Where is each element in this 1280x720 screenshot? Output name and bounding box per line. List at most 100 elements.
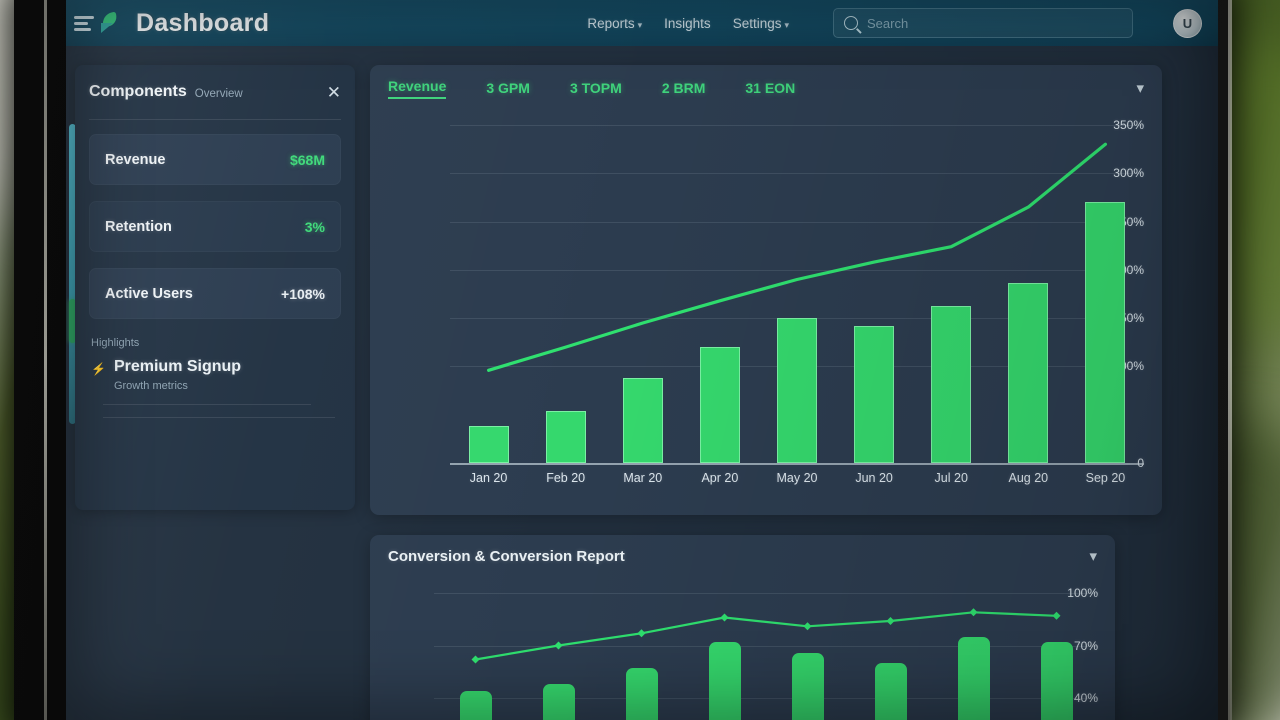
y-axis-tick-label: 100% xyxy=(1067,586,1098,600)
chart-line-overlay xyxy=(487,142,1107,372)
chart-bar xyxy=(699,347,740,463)
x-axis-tick-label: Apr 20 xyxy=(701,471,739,485)
search-placeholder: Search xyxy=(867,15,909,31)
gridline xyxy=(434,593,1098,594)
sidebar-feature-title: Premium Signup xyxy=(113,358,242,375)
search-input[interactable]: Search xyxy=(833,8,1133,38)
chevron-down-icon[interactable]: ▾ xyxy=(1089,548,1097,565)
nav-item-settings[interactable]: Settings ▾ xyxy=(733,16,789,31)
list-item[interactable]: Retention 3% xyxy=(89,201,341,252)
sidebar-feature-item[interactable]: ⚡ Premium Signup Growth metrics xyxy=(75,349,355,392)
list-item-value: 3% xyxy=(304,218,325,235)
lower-card-title: Conversion & Conversion Report xyxy=(388,547,625,565)
nav-item-insights[interactable]: Insights xyxy=(664,16,711,31)
page-title: Dashboard xyxy=(136,8,270,37)
scrollbar-track[interactable] xyxy=(69,124,76,424)
list-item-value: +108% xyxy=(281,285,325,302)
search-icon xyxy=(844,16,858,30)
chart-bar xyxy=(545,410,586,463)
bezel-edge-highlight xyxy=(1228,0,1232,720)
nav-item-label: Reports xyxy=(587,15,635,31)
tab-gpm[interactable]: 3 GPM xyxy=(486,80,530,96)
gridline xyxy=(450,221,1144,223)
chart-bar xyxy=(1040,642,1073,720)
chart-bar xyxy=(1008,283,1049,463)
nav-item-label: Settings xyxy=(732,15,782,31)
chevron-down-icon: ▾ xyxy=(784,19,789,30)
main-chart-card: Revenue 3 GPM 3 TOPM 2 BRM 31 EON ▾ 350%… xyxy=(370,65,1162,515)
list-item[interactable]: Revenue $68M xyxy=(89,134,341,185)
tab-brm[interactable]: 2 BRM xyxy=(661,80,706,96)
bolt-icon: ⚡ xyxy=(91,362,106,376)
divider xyxy=(103,404,311,405)
sidebar-section-label: Highlights xyxy=(91,337,140,349)
x-axis-tick-label: May 20 xyxy=(776,471,818,485)
sidebar-title: Components xyxy=(89,83,187,100)
gridline xyxy=(450,269,1144,271)
y-axis-tick-label: 40% xyxy=(1073,691,1098,705)
x-axis-tick-label: Aug 20 xyxy=(1008,471,1049,485)
list-item-label: Revenue xyxy=(105,151,166,168)
sidebar-subtitle: Overview xyxy=(194,87,243,100)
chart-bar xyxy=(1085,202,1126,463)
chart-bar xyxy=(622,378,663,463)
x-axis-tick-label: Jul 20 xyxy=(934,471,968,485)
content-area: Components Overview ✕ Revenue $68M Reten… xyxy=(66,46,1218,720)
header-nav: Reports ▾ Insights Settings ▾ Search U xyxy=(587,8,1218,38)
chart-bar xyxy=(468,426,509,463)
chevron-down-icon: ▾ xyxy=(637,19,643,30)
chart-tabs: Revenue 3 GPM 3 TOPM 2 BRM 31 EON ▾ xyxy=(370,65,1162,111)
chart-bar xyxy=(854,325,895,463)
y-axis-tick-label: 70% xyxy=(1073,638,1098,653)
app-header: Dashboard Reports ▾ Insights Settings ▾ Se… xyxy=(66,0,1218,46)
close-icon[interactable]: ✕ xyxy=(326,82,341,102)
tab-eon[interactable]: 31 EON xyxy=(745,80,796,96)
x-axis-tick-label: Jun 20 xyxy=(855,471,893,485)
sidebar-list: Revenue $68M Retention 3% Active Users +… xyxy=(75,120,355,319)
x-axis-tick-label: Mar 20 xyxy=(623,471,663,485)
leaf-logo-icon xyxy=(100,11,120,34)
chart-bar xyxy=(459,691,492,720)
y-axis-tick-label: 350% xyxy=(1113,118,1144,132)
sidebar-feature-subtitle: Growth metrics xyxy=(113,380,188,392)
lower-combo-chart: 100% 70% 40% xyxy=(388,583,1098,720)
lower-chart-card: Conversion & Conversion Report ▾ 100% 70%… xyxy=(370,535,1115,720)
sidebar-panel: Components Overview ✕ Revenue $68M Reten… xyxy=(75,65,355,510)
chart-bar xyxy=(957,636,990,720)
sidebar-header: Components Overview ✕ xyxy=(75,65,355,119)
tab-topm[interactable]: 3 TOPM xyxy=(569,80,622,96)
gridline xyxy=(434,698,1098,699)
chart-bar xyxy=(931,305,972,463)
x-axis-tick-label: Jan 20 xyxy=(469,471,508,485)
tab-revenue[interactable]: Revenue xyxy=(388,78,447,99)
divider xyxy=(89,119,341,120)
x-axis-line xyxy=(450,463,1144,465)
divider xyxy=(103,417,335,418)
chart-bar xyxy=(874,663,907,720)
avatar-initials: U xyxy=(1182,15,1193,31)
x-axis-tick-label: Feb 20 xyxy=(546,471,586,485)
lower-card-header: Conversion & Conversion Report ▾ xyxy=(370,535,1115,577)
nav-item-label: Insights xyxy=(664,15,711,31)
chevron-down-icon[interactable]: ▾ xyxy=(1136,80,1144,97)
screen: Dashboard Reports ▾ Insights Settings ▾ Se… xyxy=(66,0,1218,720)
list-item-label: Retention xyxy=(105,218,172,235)
scrollbar[interactable] xyxy=(69,124,76,424)
nav-item-reports[interactable]: Reports ▾ xyxy=(587,16,642,31)
hamburger-icon[interactable] xyxy=(72,12,106,34)
gridline xyxy=(450,173,1144,175)
chart-bar xyxy=(777,318,817,463)
list-item-value: $68M xyxy=(289,151,325,168)
list-item-label: Active Users xyxy=(105,285,193,302)
avatar[interactable]: U xyxy=(1173,8,1202,38)
list-item[interactable]: Active Users +108% xyxy=(89,268,341,319)
chart-bar xyxy=(542,684,575,720)
chart-bar xyxy=(791,652,824,720)
chart-bar xyxy=(708,642,741,720)
bezel-edge-highlight xyxy=(44,0,47,720)
y-axis-tick-label: 300% xyxy=(1113,166,1144,181)
gridline xyxy=(434,645,1098,647)
scrollbar-thumb[interactable] xyxy=(69,299,76,343)
